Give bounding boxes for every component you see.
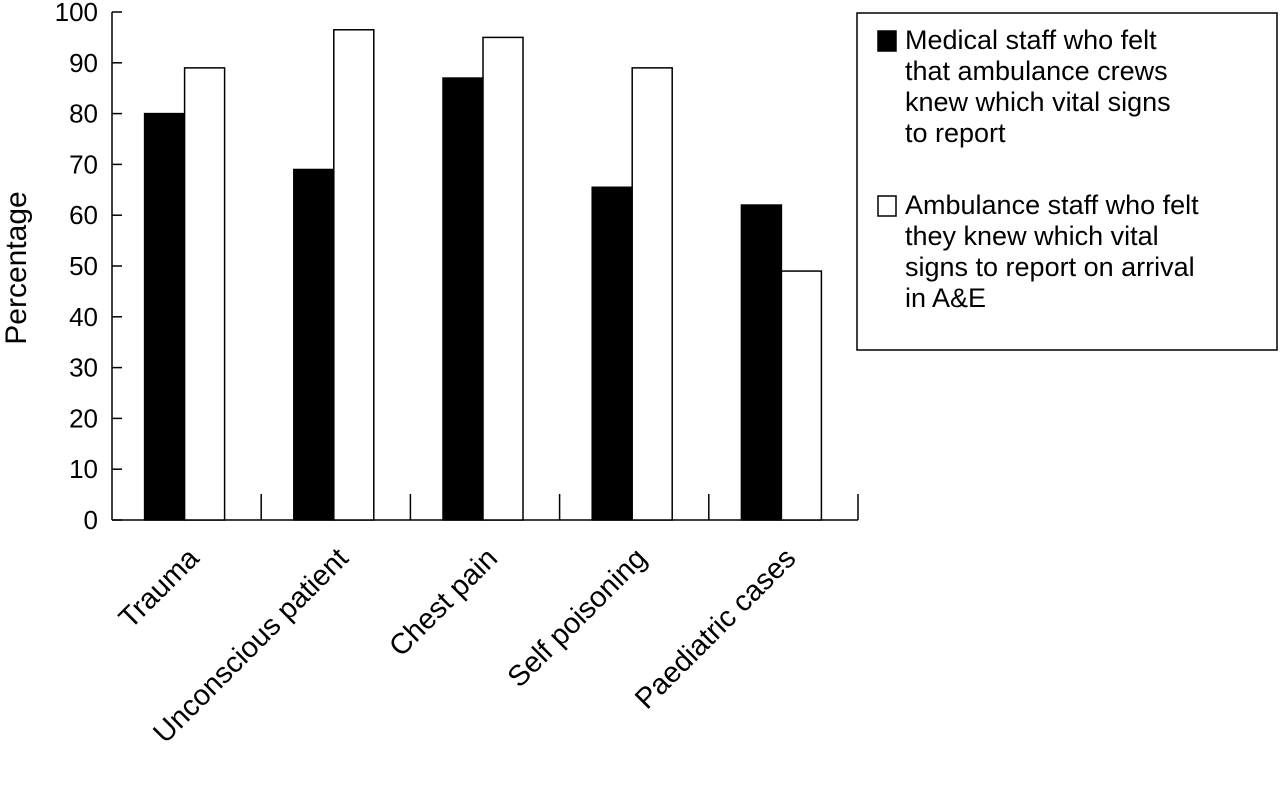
bar-medical-chest-pain — [442, 77, 484, 521]
bar-medical-trauma — [143, 112, 186, 521]
y-tick-label: 100 — [55, 0, 98, 27]
legend-entry-text: Medical staff who felt — [905, 25, 1157, 55]
category-label: Paediatric cases — [629, 542, 802, 715]
legend-box — [856, 12, 1278, 351]
y-tick-label: 30 — [69, 353, 98, 383]
legend-entry-text: to report — [905, 118, 1006, 148]
y-tick-label: 60 — [69, 200, 98, 230]
legend-swatch — [877, 195, 897, 217]
bar-ambulance-paediatric-cases — [780, 270, 823, 521]
category-label: Trauma — [113, 542, 206, 635]
legend-entry-text: signs to report on arrival — [905, 252, 1195, 282]
legend-entry-text: knew which vital signs — [905, 87, 1171, 117]
legend-entry-text: that ambulance crews — [905, 56, 1168, 86]
y-tick-label: 70 — [69, 149, 98, 179]
y-tick-label: 40 — [69, 302, 98, 332]
bar-ambulance-chest-pain — [482, 36, 524, 521]
y-tick-label: 0 — [84, 505, 98, 535]
y-tick-label: 80 — [69, 99, 98, 129]
y-tick-label: 20 — [69, 403, 98, 433]
bar-medical-unconscious-patient — [293, 168, 335, 521]
category-label: Self poisoning — [502, 542, 653, 693]
legend-entry-text: Ambulance staff who felt — [905, 190, 1199, 220]
y-tick-label: 90 — [69, 48, 98, 78]
legend-entry-text: in A&E — [905, 283, 986, 313]
bar-medical-self-poisoning — [591, 186, 633, 521]
y-tick-label: 50 — [69, 251, 98, 281]
legend-entry-text: they knew which vital — [905, 221, 1159, 251]
y-axis: 0 10 20 30 40 50 60 70 80 90 100 — [55, 0, 122, 535]
legend-swatch — [877, 30, 897, 52]
bar-medical-paediatric-cases — [740, 204, 783, 521]
bar-ambulance-trauma — [183, 67, 226, 521]
y-tick-label: 10 — [69, 454, 98, 484]
category-label: Chest pain — [383, 542, 504, 663]
bar-ambulance-unconscious-patient — [333, 29, 375, 521]
bars — [143, 29, 823, 521]
y-axis-label: Percentage — [0, 191, 33, 344]
bar-ambulance-self-poisoning — [631, 67, 673, 521]
